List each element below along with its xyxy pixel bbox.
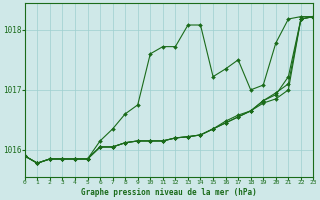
X-axis label: Graphe pression niveau de la mer (hPa): Graphe pression niveau de la mer (hPa) (81, 188, 257, 197)
